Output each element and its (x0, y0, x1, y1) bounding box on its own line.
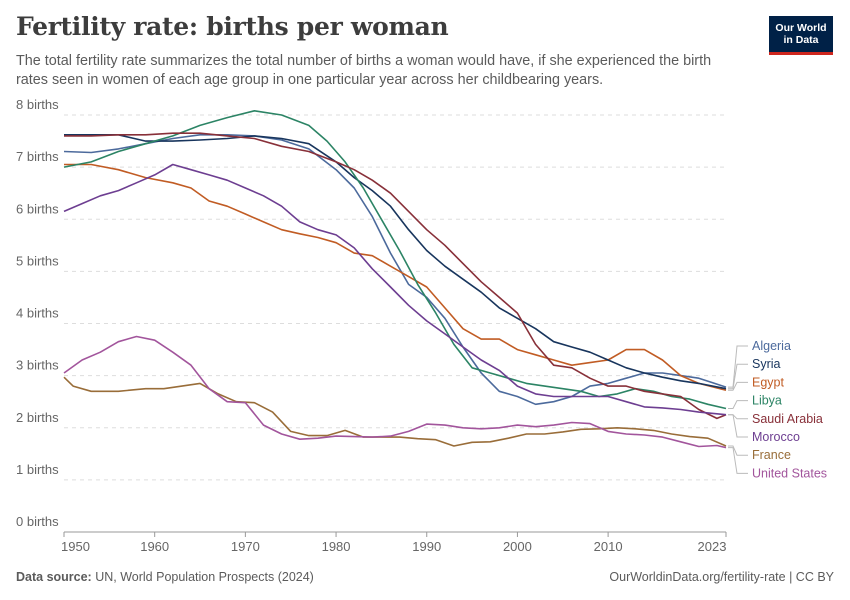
legend-label-morocco[interactable]: Morocco (752, 430, 800, 444)
y-tick-label: 8 births (16, 97, 59, 112)
x-tick-label: 2010 (594, 539, 623, 554)
x-tick-label: 1960 (140, 539, 169, 554)
y-tick-label: 2 births (16, 410, 59, 425)
series-line-syria[interactable] (64, 134, 727, 390)
x-tick-label: 1950 (61, 539, 90, 554)
legend-label-syria[interactable]: Syria (752, 357, 781, 371)
legend-connector (728, 345, 748, 388)
y-tick-label: 5 births (16, 253, 59, 268)
x-tick-label: 1990 (412, 539, 441, 554)
legend-connector (728, 414, 748, 420)
series-line-saudi-arabia[interactable] (64, 132, 727, 420)
legend-connector (728, 363, 748, 390)
legend-label-france[interactable]: France (752, 448, 791, 462)
series-lines (63, 110, 727, 449)
legend-connector (728, 445, 748, 456)
x-axis: 1950 1960 1970 1980 1990 2000 2010 2023 (61, 532, 727, 554)
legend: Algeria Syria Egypt Libya Saudi Arabia Morocc… (728, 339, 827, 480)
series-line-algeria[interactable] (63, 134, 727, 406)
legend-label-algeria[interactable]: Algeria (752, 339, 791, 353)
legend-label-united-states[interactable]: United States (752, 466, 827, 480)
chart-subtitle: The total fertility rate summarizes the … (16, 53, 712, 88)
legend-connector (728, 414, 748, 438)
y-tick-label: 6 births (16, 201, 59, 216)
logo-line-2: in Data (783, 34, 819, 46)
legend-connector (728, 447, 748, 474)
legend-label-libya[interactable]: Libya (752, 394, 782, 408)
y-tick-label: 1 births (16, 462, 59, 477)
x-tick-label: 1970 (231, 539, 260, 554)
series-line-france[interactable] (63, 376, 727, 447)
y-tick-label: 0 births (16, 514, 59, 529)
series-line-morocco[interactable] (63, 163, 727, 416)
grid-lines (64, 114, 726, 533)
x-tick-label: 2023 (698, 539, 727, 554)
y-tick-label: 7 births (16, 149, 59, 164)
owid-logo[interactable]: Our World in Data (769, 16, 833, 55)
x-tick-label: 1980 (322, 539, 351, 554)
data-source: Data source: UN, World Population Prospe… (16, 570, 314, 584)
x-tick-label: 2000 (503, 539, 532, 554)
line-chart: 0 births 1 births 2 births 3 births 4 births… (16, 97, 827, 554)
legend-label-egypt[interactable]: Egypt (752, 375, 784, 389)
chart-title: Fertility rate: births per woman (16, 12, 449, 41)
y-axis: 0 births 1 births 2 births 3 births 4 births… (16, 97, 59, 529)
data-source-label: Data source: (16, 570, 92, 584)
y-tick-label: 3 births (16, 358, 59, 373)
logo-line-1: Our World (775, 22, 827, 34)
y-tick-label: 4 births (16, 306, 59, 321)
source-link[interactable]: OurWorldinData.org/fertility-rate | CC B… (609, 570, 834, 584)
legend-label-saudi-arabia[interactable]: Saudi Arabia (752, 412, 823, 426)
data-source-text: UN, World Population Prospects (2024) (95, 570, 314, 584)
legend-connector (728, 400, 748, 409)
series-line-libya[interactable] (63, 110, 727, 410)
legend-connector (728, 381, 748, 391)
series-line-united-states[interactable] (63, 335, 727, 449)
series-line-egypt[interactable] (64, 163, 727, 391)
